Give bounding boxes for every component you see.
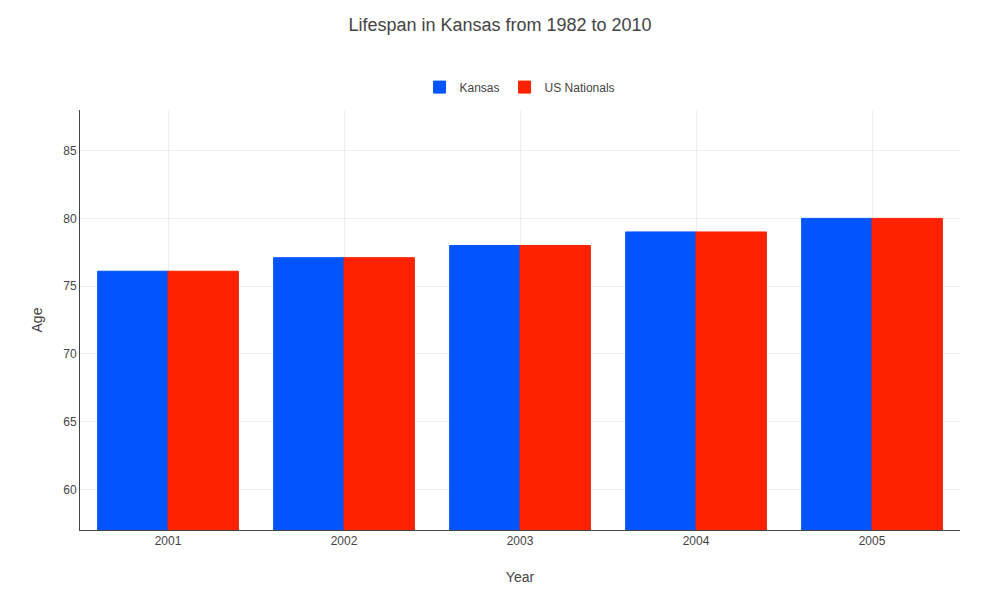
svg-text:60: 60 xyxy=(63,483,77,497)
svg-text:75: 75 xyxy=(63,279,77,293)
svg-text:2004: 2004 xyxy=(683,534,710,548)
svg-text:2005: 2005 xyxy=(859,534,886,548)
svg-text:80: 80 xyxy=(63,212,77,226)
svg-text:US Nationals: US Nationals xyxy=(545,81,615,95)
svg-text:2002: 2002 xyxy=(331,534,358,548)
svg-text:2001: 2001 xyxy=(155,534,182,548)
svg-text:70: 70 xyxy=(63,347,77,361)
svg-text:2003: 2003 xyxy=(507,534,534,548)
svg-text:65: 65 xyxy=(63,415,77,429)
svg-text:85: 85 xyxy=(63,144,77,158)
svg-text:Age: Age xyxy=(29,307,45,332)
svg-text:Year: Year xyxy=(506,569,535,585)
svg-text:Lifespan in Kansas from 1982 t: Lifespan in Kansas from 1982 to 2010 xyxy=(348,15,651,35)
svg-text:Kansas: Kansas xyxy=(460,81,500,95)
